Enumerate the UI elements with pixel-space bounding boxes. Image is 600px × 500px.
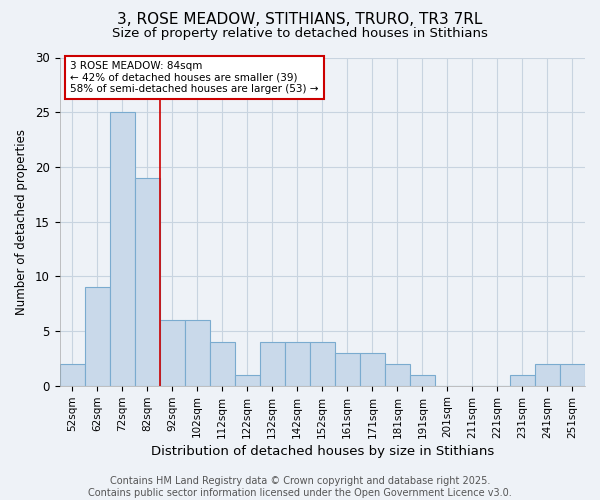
Bar xyxy=(160,320,185,386)
Bar xyxy=(535,364,560,386)
Text: Size of property relative to detached houses in Stithians: Size of property relative to detached ho… xyxy=(112,28,488,40)
Bar xyxy=(209,342,235,386)
Text: 3, ROSE MEADOW, STITHIANS, TRURO, TR3 7RL: 3, ROSE MEADOW, STITHIANS, TRURO, TR3 7R… xyxy=(118,12,482,28)
Text: Contains HM Land Registry data © Crown copyright and database right 2025.
Contai: Contains HM Land Registry data © Crown c… xyxy=(88,476,512,498)
Bar xyxy=(59,364,85,386)
X-axis label: Distribution of detached houses by size in Stithians: Distribution of detached houses by size … xyxy=(151,444,494,458)
Bar xyxy=(134,178,160,386)
Bar xyxy=(560,364,585,386)
Text: 3 ROSE MEADOW: 84sqm
← 42% of detached houses are smaller (39)
58% of semi-detac: 3 ROSE MEADOW: 84sqm ← 42% of detached h… xyxy=(70,61,319,94)
Bar xyxy=(360,353,385,386)
Bar xyxy=(235,375,260,386)
Bar xyxy=(260,342,285,386)
Bar xyxy=(335,353,360,386)
Bar xyxy=(310,342,335,386)
Bar xyxy=(285,342,310,386)
Bar xyxy=(410,375,435,386)
Bar xyxy=(510,375,535,386)
Bar xyxy=(110,112,134,386)
Bar xyxy=(185,320,209,386)
Bar xyxy=(385,364,410,386)
Bar xyxy=(85,287,110,386)
Y-axis label: Number of detached properties: Number of detached properties xyxy=(15,128,28,314)
